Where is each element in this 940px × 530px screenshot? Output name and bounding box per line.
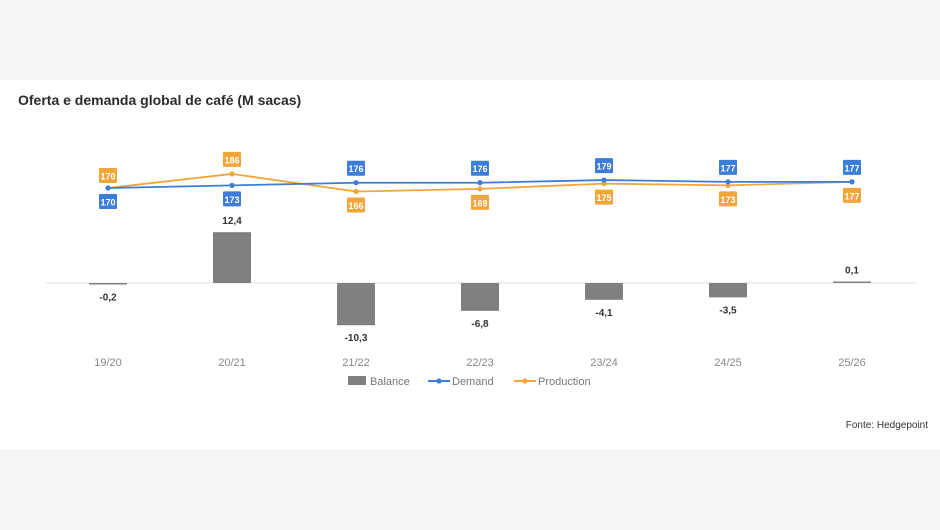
demand-data-label-box — [843, 159, 861, 175]
production-data-label-box — [223, 151, 241, 167]
demand-data-label: 177 — [844, 163, 859, 173]
chart-title: Oferta e demanda global de café (M sacas… — [18, 92, 302, 108]
x-tick-label: 20/21 — [218, 357, 246, 369]
production-data-label: 175 — [596, 193, 611, 203]
demand-data-label-box — [595, 158, 613, 174]
demand-data-label: 173 — [224, 195, 239, 205]
demand-point — [105, 185, 111, 191]
production-data-label-box — [719, 191, 737, 207]
balance-bar — [461, 283, 499, 311]
production-data-label: 177 — [844, 191, 859, 201]
x-tick-label: 19/20 — [94, 357, 122, 369]
balance-data-label: 0,1 — [845, 266, 859, 277]
balance-bar — [337, 283, 375, 326]
demand-point — [477, 180, 483, 186]
balance-data-label: -6,8 — [471, 319, 489, 330]
production-data-label-box — [471, 194, 489, 210]
production-data-label-box — [595, 189, 613, 205]
production-data-label-box — [99, 168, 117, 183]
x-tick-label: 21/22 — [342, 357, 370, 369]
balance-data-label: -0,2 — [99, 293, 117, 304]
x-tick-label: 22/23 — [466, 357, 494, 369]
production-data-label-box — [347, 197, 365, 213]
production-data-label: 169 — [472, 198, 487, 208]
chart-card — [0, 80, 940, 450]
production-point — [353, 188, 359, 195]
production-data-label: 170 — [100, 172, 115, 182]
demand-data-label-box — [223, 191, 241, 207]
balance-data-label: -10,3 — [345, 333, 368, 344]
legend-label-production: Production — [538, 376, 591, 388]
x-tick-label: 24/25 — [714, 357, 742, 369]
demand-point — [849, 179, 855, 185]
x-tick-label: 23/24 — [590, 357, 618, 369]
demand-data-label: 179 — [596, 162, 611, 172]
demand-data-label: 176 — [472, 164, 487, 174]
balance-data-label: 12,4 — [222, 216, 242, 227]
balance-bar — [213, 232, 251, 283]
demand-data-label: 176 — [348, 164, 363, 174]
source-note: Fonte: Hedgepoint — [845, 420, 928, 431]
balance-bar — [585, 283, 623, 300]
demand-point — [601, 177, 607, 183]
demand-point — [229, 182, 235, 188]
demand-data-label-box — [99, 194, 117, 209]
demand-data-label-box — [347, 160, 365, 176]
legend-label-balance: Balance — [370, 376, 410, 388]
demand-data-label: 170 — [100, 198, 115, 208]
legend-marker-demand — [436, 378, 442, 384]
production-data-label: 186 — [224, 155, 239, 165]
production-point — [477, 186, 483, 192]
balance-data-label: -4,1 — [595, 308, 613, 319]
balance-data-label: -3,5 — [719, 305, 737, 316]
balance-bar — [89, 283, 127, 285]
demand-data-label: 177 — [720, 163, 735, 173]
demand-point — [725, 179, 731, 185]
production-point — [229, 171, 235, 177]
demand-data-label-box — [719, 159, 737, 175]
production-data-label-box — [843, 187, 861, 203]
production-data-label: 173 — [720, 195, 735, 205]
balance-bar — [833, 281, 871, 283]
legend-label-demand: Demand — [452, 376, 494, 388]
legend-marker-production — [522, 378, 528, 384]
production-data-label: 166 — [348, 201, 363, 211]
demand-point — [353, 180, 359, 186]
balance-bar — [709, 283, 747, 298]
x-tick-label: 25/26 — [838, 357, 866, 369]
legend-swatch-balance — [348, 376, 366, 385]
demand-data-label-box — [471, 160, 489, 176]
